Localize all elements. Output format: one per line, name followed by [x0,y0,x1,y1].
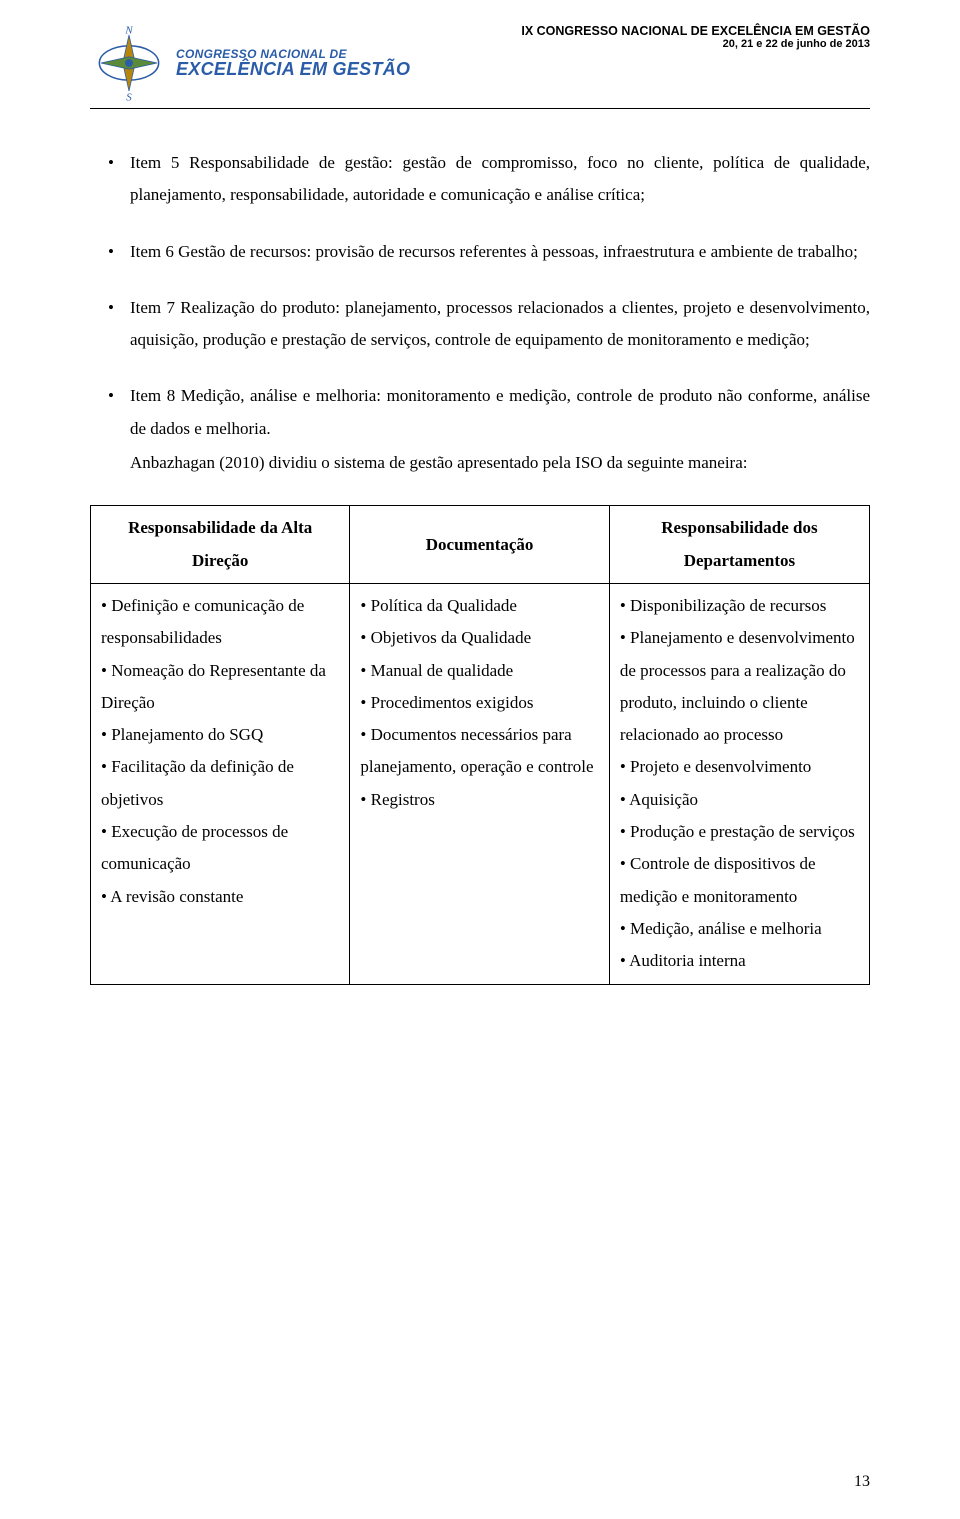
table-header-col3-line1: Responsabilidade dos [620,512,859,544]
logo-text: CONGRESSO NACIONAL DE EXCELÊNCIA EM GEST… [176,48,410,78]
header-right: IX CONGRESSO NACIONAL DE EXCELÊNCIA EM G… [521,24,870,50]
compass-s-label: S [126,91,132,102]
table-cell-col3-item: • Auditoria interna [620,945,859,977]
compass-n-label: N [124,24,133,36]
table-cell-col3-item: • Aquisição [620,784,859,816]
bullet-item-7: Item 7 Realização do produto: planejamen… [90,292,870,357]
table-header-col3-line2: Departamentos [620,545,859,577]
table-header-col1: Responsabilidade da Alta Direção [91,506,350,584]
table-cell-col3-item: • Controle de dispositivos de medição e … [620,848,859,913]
header-date: 20, 21 e 22 de junho de 2013 [521,38,870,50]
page-number: 13 [854,1473,870,1491]
table-cell-col2-item: • Procedimentos exigidos [360,687,598,719]
table-cell-col3: • Disponibilização de recursos • Planeja… [609,583,869,984]
bullet-item-8: Item 8 Medição, análise e melhoria: moni… [90,380,870,445]
table-cell-col2-item: • Política da Qualidade [360,590,598,622]
logo-line2: EXCELÊNCIA EM GESTÃO [176,60,410,78]
table-cell-col1-item: • Planejamento do SGQ [101,719,339,751]
compass-logo-icon: N S [90,24,168,102]
table-cell-col1-item: • Facilitação da definição de objetivos [101,751,339,816]
bullet-list-primary: Item 5 Responsabilidade de gestão: gestã… [90,147,870,356]
table-cell-col1-item: • Definição e comunicação de responsabil… [101,590,339,655]
table-cell-col2-item: • Registros [360,784,598,816]
page-container: N S CONGRESSO NACIONAL DE EXCELÊNCIA EM … [0,0,960,1519]
table-header-col2-line1: Documentação [360,529,598,561]
table-header-col1-line2: Direção [101,545,339,577]
paragraph-after-bullets: Anbazhagan (2010) dividiu o sistema de g… [90,447,870,479]
table-header-col2: Documentação [350,506,609,584]
table-cell-col2-item: • Objetivos da Qualidade [360,622,598,654]
table-cell-col3-item: • Disponibilização de recursos [620,590,859,622]
table-cell-col3-item: • Medição, análise e melhoria [620,913,859,945]
table-cell-col3-item: • Projeto e desenvolvimento [620,751,859,783]
table-header-row: Responsabilidade da Alta Direção Documen… [91,506,870,584]
table-cell-col3-item: • Planejamento e desenvolvimento de proc… [620,622,859,751]
table-cell-col2: • Política da Qualidade • Objetivos da Q… [350,583,609,984]
header-title: IX CONGRESSO NACIONAL DE EXCELÊNCIA EM G… [521,24,870,38]
bullet-item-6: Item 6 Gestão de recursos: provisão de r… [90,236,870,268]
bullet-list-secondary: Item 8 Medição, análise e melhoria: moni… [90,380,870,445]
table-cell-col2-item: • Manual de qualidade [360,655,598,687]
table-header-col3: Responsabilidade dos Departamentos [609,506,869,584]
table-body-row: • Definição e comunicação de responsabil… [91,583,870,984]
table-cell-col1-item: • Nomeação do Representante da Direção [101,655,339,720]
logo-block: N S CONGRESSO NACIONAL DE EXCELÊNCIA EM … [90,24,410,102]
table-cell-col3-item: • Produção e prestação de serviços [620,816,859,848]
table-cell-col1-item: • Execução de processos de comunicação [101,816,339,881]
page-header: N S CONGRESSO NACIONAL DE EXCELÊNCIA EM … [90,24,870,109]
table-header-col1-line1: Responsabilidade da Alta [101,512,339,544]
table-cell-col1: • Definição e comunicação de responsabil… [91,583,350,984]
content-area: Item 5 Responsabilidade de gestão: gestã… [90,147,870,985]
bullet-item-5: Item 5 Responsabilidade de gestão: gestã… [90,147,870,212]
responsibility-table: Responsabilidade da Alta Direção Documen… [90,505,870,984]
table-cell-col2-item: • Documentos necessários para planejamen… [360,719,598,784]
table-cell-col1-item: • A revisão constante [101,881,339,913]
